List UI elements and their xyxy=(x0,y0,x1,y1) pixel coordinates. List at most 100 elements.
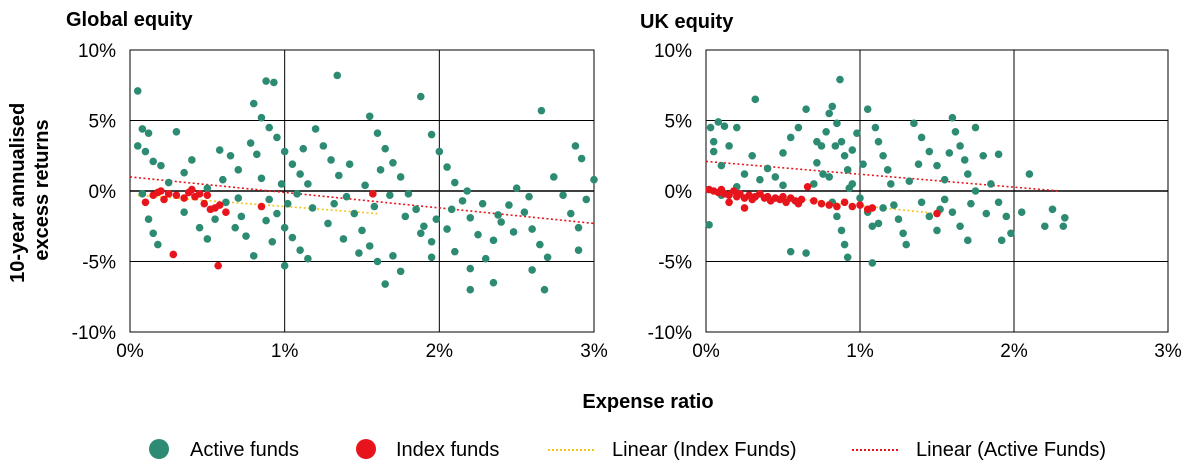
active-fund-point xyxy=(751,95,760,104)
active-fund-point xyxy=(786,247,795,256)
active-fund-point xyxy=(451,247,459,256)
x-tick-label: 1% xyxy=(271,341,299,362)
y-tick-label: 0% xyxy=(89,182,117,203)
active-fund-point xyxy=(231,223,239,232)
active-fund-point xyxy=(810,180,818,188)
active-fund-point xyxy=(219,175,227,184)
active-fund-point xyxy=(971,187,980,195)
active-fund-point xyxy=(234,194,243,202)
active-fund-point xyxy=(979,151,987,160)
active-fund-point xyxy=(327,156,335,164)
active-fund-point xyxy=(396,173,405,181)
data-points xyxy=(705,75,1069,267)
legend-marker-active xyxy=(149,439,169,459)
index-fund-point xyxy=(856,201,864,209)
active-fund-point xyxy=(567,209,575,218)
y-tick-label: -5% xyxy=(658,253,692,274)
active-fund-point xyxy=(543,253,552,262)
active-fund-point xyxy=(756,175,764,184)
active-fund-point xyxy=(843,253,852,262)
active-fund-point xyxy=(370,202,379,211)
panel-title: UK equity xyxy=(640,11,734,33)
active-fund-point xyxy=(956,222,964,231)
active-fund-point xyxy=(813,159,821,167)
active-fund-point xyxy=(802,105,810,114)
index-fund-point xyxy=(933,209,941,218)
active-fund-point xyxy=(748,151,756,160)
index-fund-point xyxy=(164,190,173,198)
active-fund-point xyxy=(396,267,405,276)
active-fund-point xyxy=(304,254,312,263)
active-fund-point xyxy=(1061,213,1069,222)
active-fund-point xyxy=(432,215,441,223)
active-fund-point xyxy=(994,198,1003,207)
active-fund-point xyxy=(964,170,972,178)
index-fund-point xyxy=(172,191,181,200)
grid xyxy=(706,50,1168,332)
active-fund-point xyxy=(195,223,204,232)
active-fund-point xyxy=(505,201,513,209)
active-fund-point xyxy=(466,264,475,273)
active-fund-point xyxy=(525,192,533,201)
active-fund-point xyxy=(466,213,475,222)
active-fund-point xyxy=(948,208,957,216)
active-fund-point xyxy=(917,133,926,142)
active-fund-point xyxy=(345,160,354,169)
index-fund-point xyxy=(817,199,826,208)
active-fund-point xyxy=(268,237,277,246)
active-fund-point xyxy=(577,154,586,163)
data-points xyxy=(133,71,598,294)
active-fund-point xyxy=(478,199,487,208)
panel-uk-equity: UK equity 0% 1% 2% 3% 10% 5% 0% -5% -10% xyxy=(640,11,1182,362)
panel-global-equity: Global equity 0% 1% 2% 3% 10% 5% 0% -5% -10% xyxy=(66,9,608,362)
active-fund-point xyxy=(141,147,150,156)
active-fund-point xyxy=(172,127,181,136)
active-fund-point xyxy=(288,160,297,169)
active-fund-point xyxy=(361,181,369,190)
active-fund-point xyxy=(443,225,451,233)
active-fund-point xyxy=(249,252,258,260)
active-fund-point xyxy=(234,166,243,174)
active-fund-point xyxy=(138,190,147,198)
active-fund-point xyxy=(494,211,502,219)
active-fund-point xyxy=(211,215,219,223)
active-fund-point xyxy=(997,236,1006,245)
active-fund-point xyxy=(779,181,787,190)
active-fund-point xyxy=(706,123,715,132)
active-fund-point xyxy=(837,226,846,235)
legend-marker-index xyxy=(356,439,376,459)
active-fund-point xyxy=(940,195,949,204)
active-fund-point xyxy=(257,174,266,183)
active-fund-point xyxy=(925,147,934,156)
x-tick-label: 1% xyxy=(846,341,874,362)
legend-label-linear-active: Linear (Active Funds) xyxy=(916,439,1106,461)
active-fund-point xyxy=(786,133,795,142)
active-fund-point xyxy=(836,75,844,84)
active-fund-point xyxy=(717,161,726,170)
active-fund-point xyxy=(571,142,580,150)
active-fund-point xyxy=(164,178,173,187)
active-fund-point xyxy=(528,266,536,274)
active-fund-point xyxy=(296,170,304,178)
index-fund-point xyxy=(200,199,209,208)
x-tick-label: 3% xyxy=(580,341,608,362)
active-fund-point xyxy=(246,139,255,147)
active-fund-point xyxy=(355,249,363,257)
active-fund-point xyxy=(902,240,910,249)
active-fund-point xyxy=(582,195,591,204)
active-fund-point xyxy=(404,190,413,198)
index-fund-point xyxy=(160,195,168,204)
panel-title: Global equity xyxy=(66,9,194,31)
index-fund-point xyxy=(214,261,222,270)
legend: Active funds Index funds Linear (Index F… xyxy=(149,439,1106,461)
active-fund-point xyxy=(427,130,436,139)
x-tick-label: 2% xyxy=(1000,341,1028,362)
active-fund-point xyxy=(443,163,451,171)
active-fund-point xyxy=(188,156,196,164)
active-fund-point xyxy=(389,159,397,167)
active-fund-point xyxy=(435,147,444,156)
active-fund-point xyxy=(157,161,165,170)
active-fund-point xyxy=(253,150,261,159)
x-tick-label: 2% xyxy=(426,341,454,362)
trendline-index xyxy=(705,188,938,215)
